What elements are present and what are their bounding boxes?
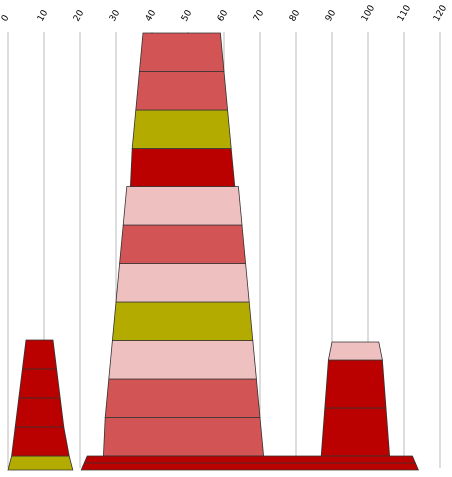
base-platform [80, 455, 420, 471]
stack-segment [320, 407, 391, 457]
x-tick-label: 50 [180, 8, 195, 23]
x-tick-label: 30 [108, 8, 123, 23]
stack-segment [111, 301, 254, 341]
stack-segment [135, 71, 229, 111]
stack-segment [7, 455, 74, 471]
stack-segment [18, 368, 61, 399]
stack-segment [327, 341, 383, 361]
stacks [7, 32, 391, 471]
x-tick-label: 110 [396, 3, 413, 23]
x-tick-label: 100 [360, 3, 377, 23]
stack-segment [102, 417, 265, 457]
stack-segment [108, 340, 257, 380]
x-tick-label: 120 [432, 3, 449, 23]
x-tick-label: 10 [36, 8, 51, 23]
stack [320, 341, 391, 457]
stack-segment [119, 224, 247, 264]
stack-segment [115, 263, 250, 303]
x-tick-label: 20 [72, 8, 87, 23]
x-tick-label: 60 [216, 8, 231, 23]
stack [102, 32, 265, 457]
x-tick-labels: 0 10 20 30 40 50 60 70 80 90 100 110 120 [0, 3, 449, 23]
stack-segment [122, 186, 243, 226]
stack-segment [104, 378, 261, 418]
x-tick-label: 0 [0, 13, 12, 23]
stack-segment [14, 397, 65, 428]
stack-segment [324, 359, 387, 409]
x-tick-label: 40 [144, 8, 159, 23]
stack-segment [129, 148, 236, 187]
stack-segment [131, 109, 232, 149]
x-tick-label: 80 [288, 8, 303, 23]
stack-segment [21, 339, 58, 370]
stack-segment [138, 32, 225, 72]
stack-segment [11, 426, 70, 457]
stack [7, 339, 74, 471]
x-tick-label: 70 [252, 8, 267, 23]
x-tick-label: 90 [324, 8, 339, 23]
